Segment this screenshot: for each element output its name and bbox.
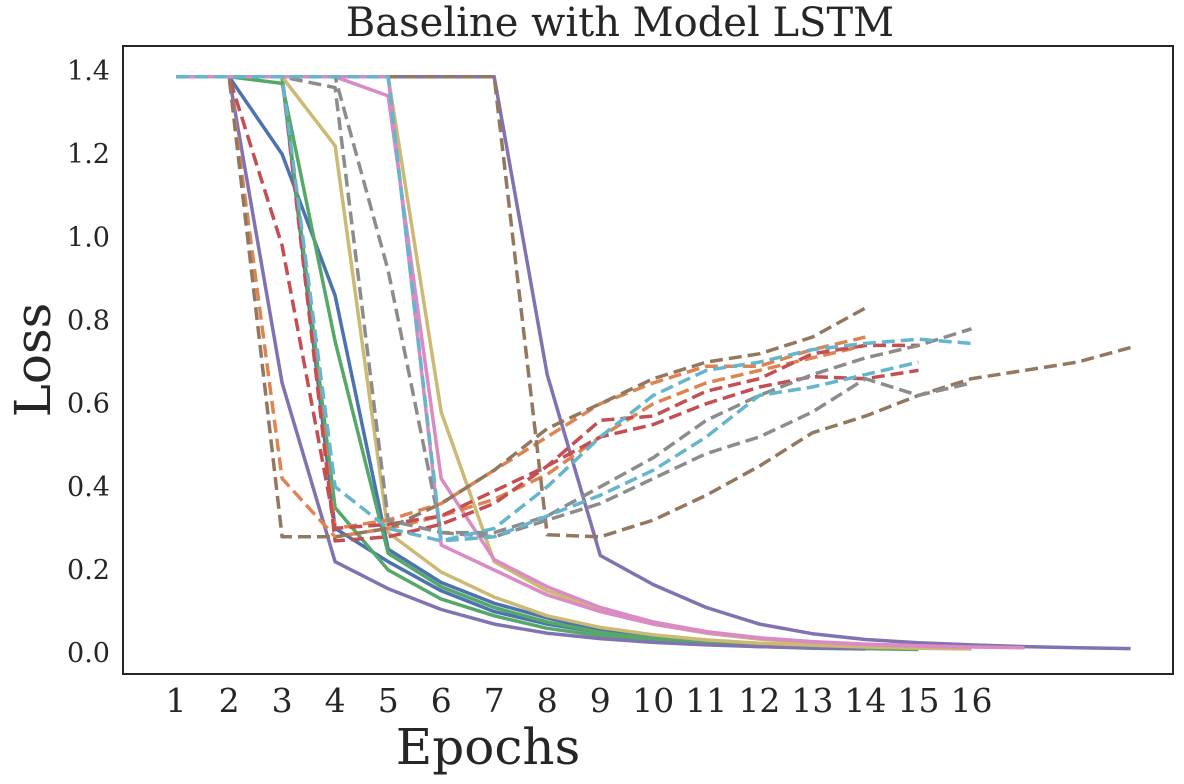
x-tick-label: 8 [537,681,558,720]
x-tick-label: 10 [632,681,674,720]
series-line-5 [176,75,866,651]
series-line-10 [176,75,972,650]
x-tick-label: 2 [219,681,240,720]
series-layer [176,75,1132,652]
plot-area: 1 2 3 4 5 6 7 8 9 10 11 12 13 14 15 16 0.00.20.40.60.81… [67,45,1174,720]
series-line-16 [176,75,1132,539]
series-line-20 [176,75,972,543]
series-line-11 [176,75,866,539]
series-line-19 [176,75,919,543]
series-line-15 [176,75,867,539]
x-tick-label: 6 [431,681,452,720]
series-line-17 [176,75,973,535]
y-tick-label: 1.4 [67,56,110,87]
x-tick-label: 5 [378,681,399,720]
chart-title: Baseline with Model LSTM [346,0,894,46]
y-tick-label: 0.6 [67,389,110,420]
x-tick-label: 4 [325,681,346,720]
x-tick-label: 9 [590,681,611,720]
series-line-6 [176,75,1131,651]
x-tick-label: 7 [484,681,505,720]
x-tick-label: 1 [166,681,187,720]
series-line-2 [176,75,919,651]
y-tick-label: 1.2 [67,139,110,170]
x-tick-label: 16 [951,681,993,720]
x-tick-label: 12 [738,681,780,720]
series-line-14 [176,75,919,543]
series-line-8 [176,75,919,649]
series-line-18 [176,75,972,539]
series-line-3 [176,75,919,652]
x-axis-label: Epochs [396,718,580,776]
series-line-13 [176,75,919,531]
x-tick-label: 14 [844,681,886,720]
x-tick-label: 13 [791,681,833,720]
y-tick-labels: 0.0 0.2 0.4 0.6 0.8 1.0 1.2 1.4 [67,56,110,669]
y-tick-label: 0.0 [67,638,110,669]
plot-frame [122,45,1174,675]
x-tick-label: 3 [272,681,293,720]
y-tick-label: 0.8 [67,306,110,337]
y-axis-label: Loss [4,303,62,418]
y-tick-label: 0.4 [67,472,110,503]
x-tick-labels: 1 2 3 4 5 6 7 8 9 10 11 12 13 14 15 16 [166,681,993,720]
x-tick-label: 15 [898,681,940,720]
series-line-7 [176,75,972,651]
y-tick-label: 0.2 [67,555,110,586]
y-tick-label: 1.0 [67,222,110,253]
x-tick-label: 11 [685,681,727,720]
